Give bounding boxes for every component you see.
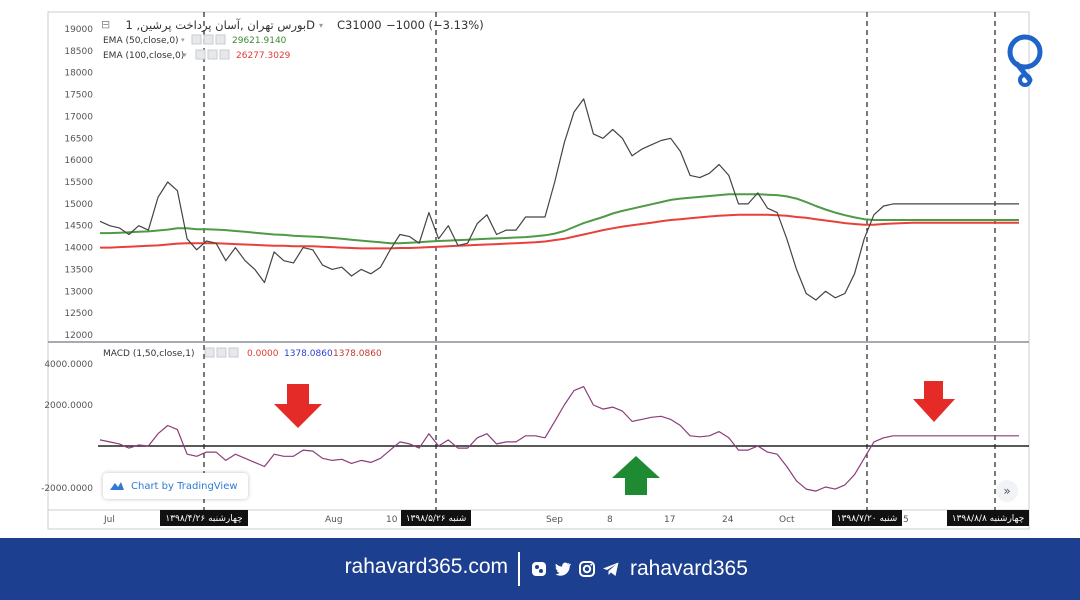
price-tick-18000: 18000 xyxy=(64,69,93,79)
price-tick-13000: 13000 xyxy=(64,287,93,297)
macd-value-2: 1378.0860 xyxy=(284,349,333,359)
time-label-sep: Sep xyxy=(546,515,563,525)
footer-handle[interactable]: rahavard365 xyxy=(630,557,748,580)
macd-settings-icon[interactable] xyxy=(216,347,227,358)
ema100-controls[interactable] xyxy=(195,49,230,60)
macd-value-1: 0.0000 xyxy=(247,349,279,359)
macd-line xyxy=(99,386,1019,492)
price-tick-12500: 12500 xyxy=(64,309,93,319)
date-marker-pill-1 xyxy=(160,510,248,526)
chart-title: بورس تهران ,آسان پرداخت پرشین, 1D xyxy=(126,18,316,33)
price-tick-14000: 14000 xyxy=(64,244,93,254)
price-tick-16500: 16500 xyxy=(64,134,93,144)
ema100-value: 26277.3029 xyxy=(236,51,291,61)
date-marker-pill-2 xyxy=(401,510,471,526)
instagram-icon[interactable] xyxy=(578,560,596,578)
price-tick-14500: 14500 xyxy=(64,222,93,232)
tradingview-badge[interactable]: Chart by TradingView xyxy=(103,473,248,499)
time-axis-labels: Jul Aug 10 Sep 8 17 24 Oct 5 xyxy=(103,515,909,525)
brand-logo-icon xyxy=(1007,34,1043,87)
ema100-close-icon[interactable] xyxy=(219,49,230,60)
ema50-settings-icon[interactable] xyxy=(203,34,214,45)
ema50-value: 29621.9140 xyxy=(232,36,287,46)
tradingview-badge-label: Chart by TradingView xyxy=(131,480,238,492)
ema100-settings-icon[interactable] xyxy=(207,49,218,60)
footer-divider xyxy=(518,552,520,586)
price-tick-18500: 18500 xyxy=(64,47,93,57)
up-arrow-icon xyxy=(612,456,660,495)
price-tick-16000: 16000 xyxy=(64,156,93,166)
ema100-eye-icon[interactable] xyxy=(195,49,206,60)
legend-collapse-icon[interactable]: ⊟ xyxy=(101,18,110,31)
price-tick-17000: 17000 xyxy=(64,112,93,122)
chart-background xyxy=(47,11,1030,530)
price-tick-13500: 13500 xyxy=(64,265,93,275)
macd-eye-icon[interactable] xyxy=(204,347,215,358)
close-value: C31000 xyxy=(337,18,382,32)
price-line xyxy=(99,98,1019,301)
date-marker-pill-4 xyxy=(947,510,1029,526)
macd-axis: 4000.0000 2000.0000 -2000.0000 xyxy=(41,360,93,494)
date-marker-1: چهارشنبه ۱۳۹۸/۴/۲۶ xyxy=(165,514,242,524)
ema100-caret: ▾ xyxy=(183,51,187,59)
time-label-8: 8 xyxy=(607,515,613,525)
time-label-aug: Aug xyxy=(325,515,343,525)
time-label-oct: Oct xyxy=(779,515,795,525)
date-marker-2: شنبه ۱۳۹۸/۵/۲۶ xyxy=(406,514,467,524)
instagram-like-icon[interactable] xyxy=(530,560,548,578)
time-label-24: 24 xyxy=(722,515,734,525)
price-axis: 19000 18500 18000 17500 17000 16500 16000 15500… xyxy=(64,25,93,341)
scroll-to-latest-button[interactable]: » xyxy=(996,480,1018,502)
change-value: −1000 (−3.13%) xyxy=(386,18,484,32)
macd-close-icon[interactable] xyxy=(228,347,239,358)
macd-controls[interactable] xyxy=(204,347,239,358)
telegram-icon[interactable] xyxy=(602,560,620,578)
price-tick-12000: 12000 xyxy=(64,331,93,341)
price-tick-15500: 15500 xyxy=(64,178,93,188)
ema50-controls[interactable] xyxy=(191,34,226,45)
chart-canvas: 19000 18500 18000 17500 17000 16500 16000 15500… xyxy=(41,11,1043,530)
ema100-line xyxy=(100,213,1019,250)
macd-value-3: 1378.0860 xyxy=(333,349,382,359)
ema50-close-icon[interactable] xyxy=(215,34,226,45)
footer-bar: rahavard365.com rahavard365 xyxy=(0,538,1080,600)
date-marker-pill-3 xyxy=(832,510,902,526)
ema100-label: EMA (100,close,0) xyxy=(103,51,184,61)
ema50-label: EMA (50,close,0) xyxy=(103,36,179,46)
ema50-line xyxy=(100,193,1019,245)
chart-title-caret: ▾ xyxy=(319,21,323,30)
series-layer xyxy=(99,98,1019,492)
macd-label: MACD (1,50,close,1) xyxy=(103,349,195,359)
vertical-markers xyxy=(203,12,996,510)
ema50-caret: ▾ xyxy=(181,36,185,44)
time-label-10: 10 xyxy=(386,515,398,525)
date-marker-3: شنبه ۱۳۹۸/۷/۲۰ xyxy=(837,514,898,524)
macd-tick-2000.0000: 2000.0000 xyxy=(44,401,93,411)
macd-tick--2000.0000: -2000.0000 xyxy=(41,484,93,494)
price-tick-19000: 19000 xyxy=(64,25,93,35)
twitter-icon[interactable] xyxy=(554,560,572,578)
footer-site-link[interactable]: rahavard365.com xyxy=(344,555,508,578)
footer-social: rahavard365 xyxy=(530,553,748,585)
ema50-eye-icon[interactable] xyxy=(191,34,202,45)
tradingview-logo-icon xyxy=(110,482,124,490)
down-arrow-icon-2 xyxy=(913,381,955,422)
price-tick-15000: 15000 xyxy=(64,200,93,210)
date-marker-4: چهارشنبه ۱۳۹۸/۸/۸ xyxy=(952,514,1025,524)
price-tick-17500: 17500 xyxy=(64,91,93,101)
time-label-5: 5 xyxy=(903,515,909,525)
down-arrow-icon xyxy=(274,384,322,428)
macd-tick-4000.0000: 4000.0000 xyxy=(44,360,93,370)
time-label-jul: Jul xyxy=(103,515,115,525)
time-label-17: 17 xyxy=(664,515,675,525)
